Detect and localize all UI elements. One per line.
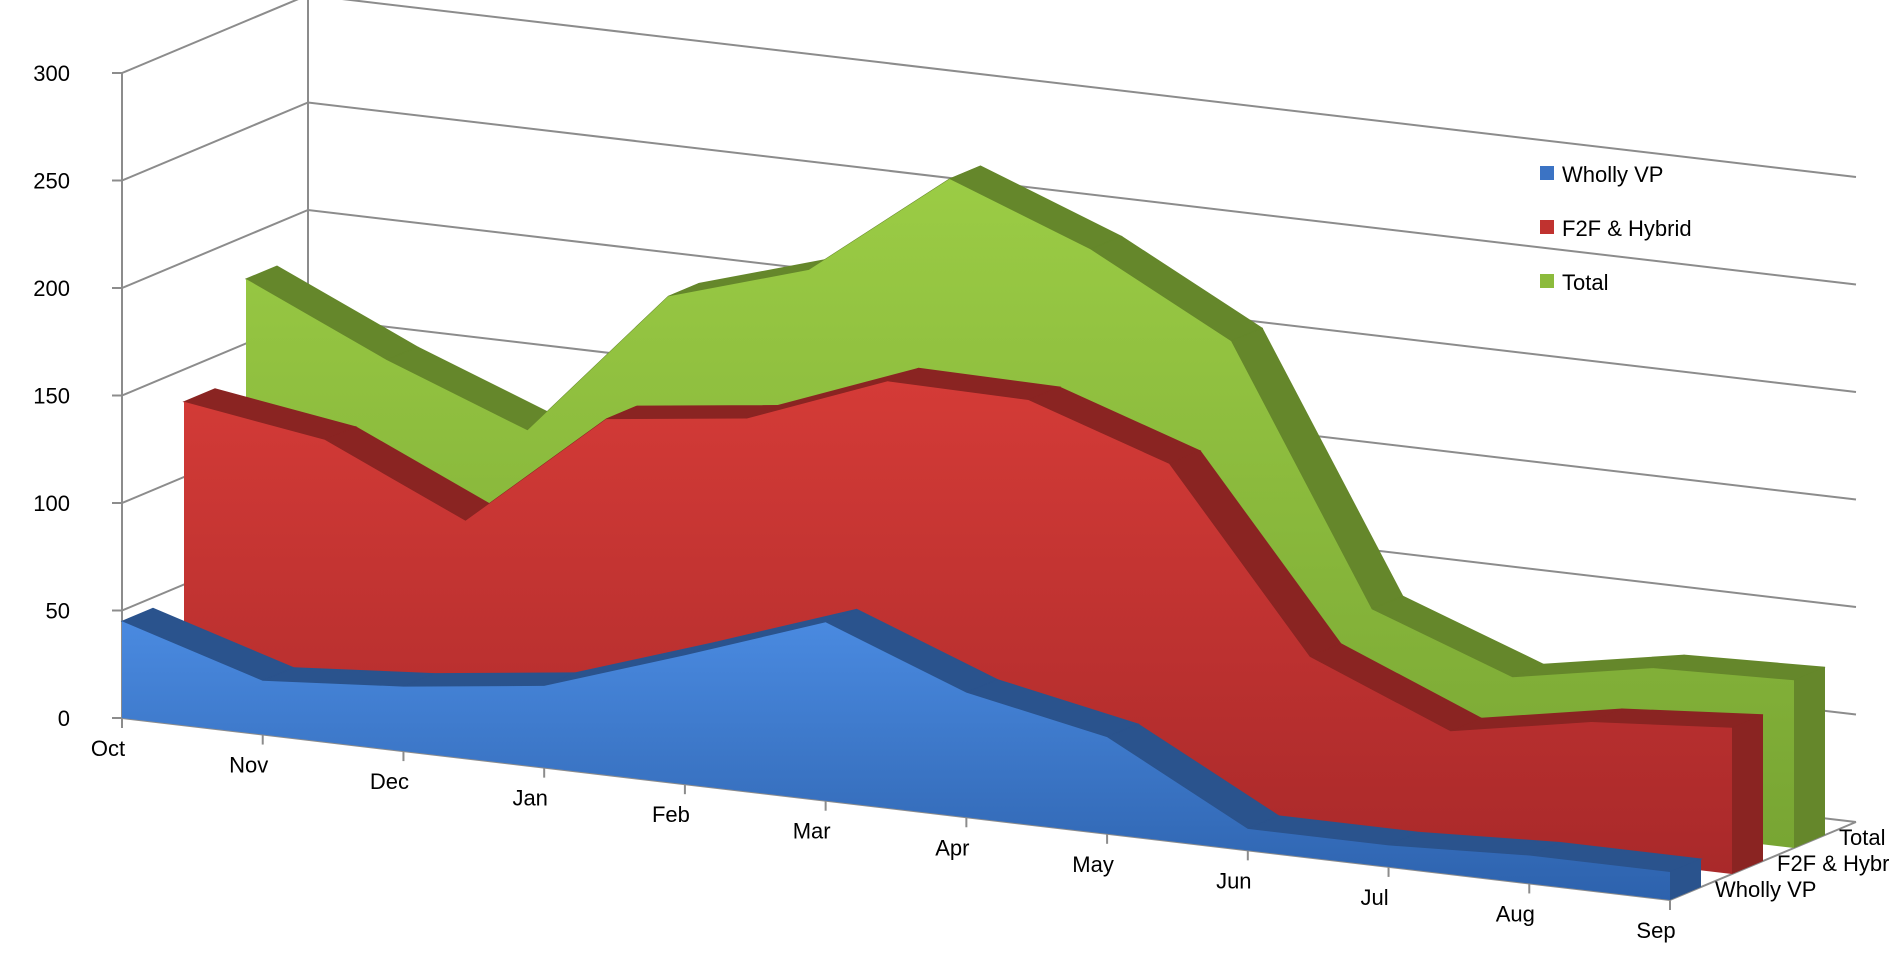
- series-areas: [120, 165, 1826, 900]
- area-front-face: [122, 621, 1670, 900]
- axis-labels: 0 50 100 150 200 250 300 Oct Nov Dec Jan Feb Mar Apr M…: [33, 61, 1889, 943]
- legend-swatch: [1540, 274, 1554, 288]
- x-tick-label: Mar: [793, 819, 831, 844]
- gridline: [121, 0, 1857, 178]
- depth-axis-label: Wholly VP: [1715, 877, 1816, 902]
- x-tick-label: May: [1072, 852, 1114, 877]
- legend-entry: Wholly VP: [1562, 162, 1663, 187]
- series-f2f-hybrid: [182, 367, 1764, 874]
- y-tick-label: 0: [58, 706, 70, 731]
- x-tick-label: Nov: [229, 753, 268, 778]
- y-tick-label: 50: [46, 599, 70, 624]
- y-tick-label: 100: [33, 491, 70, 516]
- x-tick-label: Jun: [1216, 868, 1251, 893]
- y-tick-label: 200: [33, 276, 70, 301]
- depth-axis-label: Total: [1839, 825, 1885, 850]
- area-front-face: [184, 381, 1732, 874]
- x-tick-label: Apr: [935, 835, 969, 860]
- x-tick-label: Jan: [512, 786, 547, 811]
- y-tick-label: 300: [33, 61, 70, 86]
- y-tick-label: 150: [33, 384, 70, 409]
- x-tick-label: Sep: [1636, 918, 1675, 943]
- x-tick-label: Jul: [1360, 885, 1388, 910]
- x-tick-label: Dec: [370, 769, 409, 794]
- x-tick-label: Aug: [1496, 901, 1535, 926]
- area-end-cap: [1670, 859, 1701, 900]
- area-end-cap: [1732, 714, 1763, 874]
- series-wholly-vp: [120, 607, 1703, 900]
- legend-swatch: [1540, 166, 1554, 180]
- x-tick-label: Oct: [91, 736, 125, 761]
- x-tick-label: Feb: [652, 802, 690, 827]
- area-end-cap: [1794, 667, 1825, 848]
- legend-entry: Total: [1562, 270, 1608, 295]
- y-tick-label: 250: [33, 169, 70, 194]
- legend-swatch: [1540, 220, 1554, 234]
- legend: Wholly VP F2F & Hybrid Total: [1540, 162, 1692, 295]
- depth-axis-label: F2F & Hybrid: [1777, 851, 1889, 876]
- legend-entry: F2F & Hybrid: [1562, 216, 1692, 241]
